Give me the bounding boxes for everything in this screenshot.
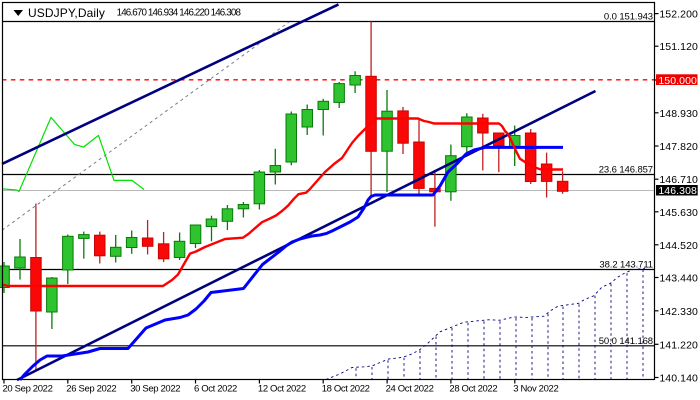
svg-text:144.520: 144.520	[659, 240, 698, 252]
svg-text:140.140: 140.140	[659, 373, 698, 385]
svg-text:12 Oct 2022: 12 Oct 2022	[258, 383, 306, 394]
svg-text:0.0 151.943: 0.0 151.943	[604, 12, 653, 23]
svg-text:USDJPY,Daily: USDJPY,Daily	[28, 6, 105, 20]
svg-text:152.200: 152.200	[659, 9, 698, 21]
svg-text:141.220: 141.220	[659, 339, 698, 351]
svg-text:145.630: 145.630	[659, 207, 698, 219]
svg-text:18 Oct 2022: 18 Oct 2022	[322, 383, 370, 394]
svg-text:38.2 143.711: 38.2 143.711	[599, 260, 653, 271]
svg-text:147.820: 147.820	[659, 141, 698, 153]
svg-text:148.930: 148.930	[659, 108, 698, 120]
svg-text:6 Oct 2022: 6 Oct 2022	[194, 383, 237, 394]
svg-text:30 Sep 2022: 30 Sep 2022	[130, 383, 180, 394]
svg-text:50.0 141.168: 50.0 141.168	[599, 336, 653, 347]
svg-text:142.330: 142.330	[659, 306, 698, 318]
svg-text:28 Oct 2022: 28 Oct 2022	[449, 383, 497, 394]
svg-text:3 Nov 2022: 3 Nov 2022	[513, 383, 558, 394]
svg-text:23.6 146.857: 23.6 146.857	[599, 165, 653, 176]
svg-text:26 Sep 2022: 26 Sep 2022	[66, 383, 116, 394]
svg-text:143.440: 143.440	[659, 273, 698, 285]
svg-text:20 Sep 2022: 20 Sep 2022	[3, 383, 53, 394]
svg-text:150.000: 150.000	[658, 75, 697, 87]
svg-text:24 Oct 2022: 24 Oct 2022	[386, 383, 434, 394]
svg-text:146.308: 146.308	[658, 185, 697, 197]
svg-text:146.710: 146.710	[659, 174, 698, 186]
svg-text:151.120: 151.120	[659, 41, 698, 53]
svg-text:146.670 146.934 146.220 146.30: 146.670 146.934 146.220 146.308	[117, 7, 242, 18]
